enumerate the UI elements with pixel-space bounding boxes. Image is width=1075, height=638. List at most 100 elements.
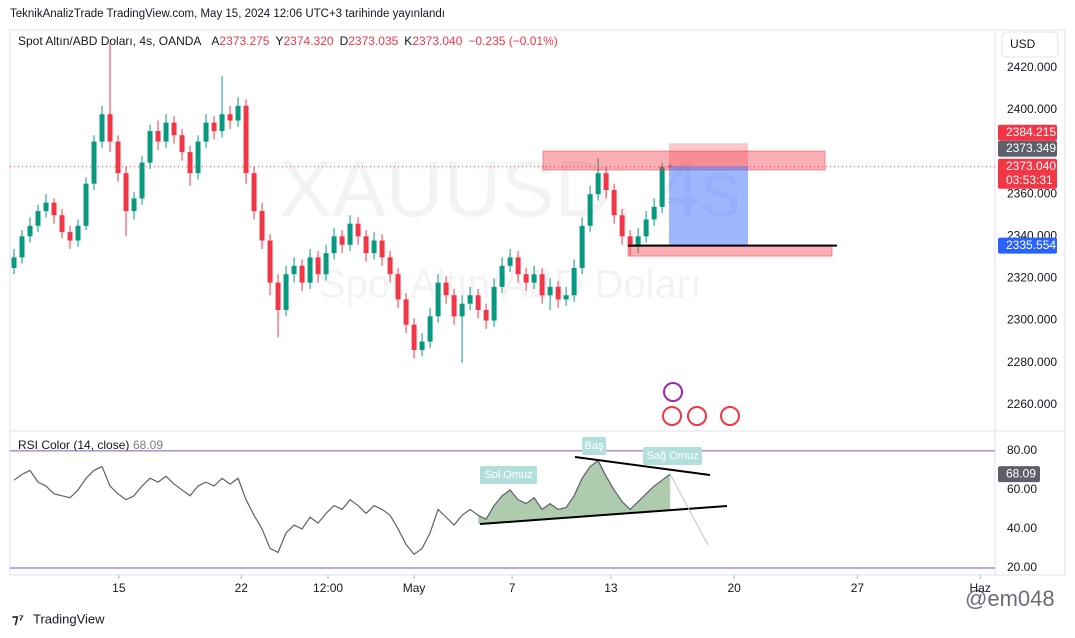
x-tick-label: Haz (970, 581, 991, 595)
price-tag (998, 158, 1057, 189)
countdown: 03:53:31 (1006, 173, 1053, 187)
candle-body (387, 257, 393, 275)
candle-body (163, 122, 169, 142)
rsi-title: RSI Color (14, close) (18, 438, 129, 452)
candle-body (563, 295, 569, 300)
annotation: Baş (585, 440, 604, 452)
x-tick-label: May (403, 581, 426, 595)
event-icon[interactable] (662, 406, 682, 426)
rsi-tick-label: 80.00 (1007, 443, 1037, 457)
ohlc-letter: D (340, 34, 349, 48)
y-tick-label: 2280.000 (1007, 355, 1057, 369)
candle-body (483, 310, 489, 321)
y-tick-label: 2360.000 (1007, 186, 1057, 200)
trend-line (574, 456, 711, 476)
candle-body (651, 206, 657, 220)
neckline (479, 505, 728, 525)
candle-body (299, 265, 305, 283)
event-icon[interactable] (687, 406, 707, 426)
candle-body (395, 274, 401, 300)
candle-body (451, 295, 457, 317)
candle-body (571, 267, 577, 296)
candle-body (555, 286, 561, 300)
event-icon[interactable] (720, 406, 740, 426)
candle-body (427, 316, 433, 342)
candle-body (155, 131, 161, 142)
candle-body (187, 152, 193, 174)
candle-body (251, 173, 257, 212)
candle-body (27, 225, 33, 237)
candle-body (659, 166, 665, 207)
candle-body (635, 236, 641, 247)
logo: TradingView (33, 611, 105, 626)
ohlc-letter: Y (275, 34, 283, 48)
candle-body (11, 257, 17, 268)
x-tick-label: 7 (509, 581, 516, 595)
candle-body (331, 236, 337, 254)
rsi-tag (998, 466, 1040, 483)
annotation: Sol Omuz (484, 469, 532, 481)
candle-body (491, 286, 497, 321)
candle-body (403, 299, 409, 325)
candle-body (507, 257, 513, 266)
candle-body (435, 282, 441, 317)
candle-body (643, 219, 649, 237)
ohlc-value: 2373.275 (219, 34, 269, 48)
ohlc-value: 2373.035 (348, 34, 398, 48)
candle-body (627, 236, 633, 247)
candle-body (139, 162, 145, 199)
currency: USD (1010, 37, 1036, 51)
candle-body (115, 141, 121, 174)
pattern-fill (478, 460, 671, 525)
candle-body (499, 265, 505, 287)
candle-body (219, 114, 225, 132)
candle-body (99, 114, 105, 142)
candle-body (595, 173, 601, 195)
candle-body (75, 225, 81, 241)
legend: Spot Altın/ABD Doları, 4s, OANDA A2373.27… (18, 34, 558, 48)
annotation-box (480, 466, 537, 484)
candle-body (363, 236, 369, 254)
published: TeknikAnalizTrade TradingView.com, May 1… (10, 8, 445, 20)
candle-body (123, 173, 129, 212)
candle-body (195, 141, 201, 174)
ohlc-value: 2374.320 (284, 34, 334, 48)
y-tick-label: 2260.000 (1007, 397, 1057, 411)
rsi-tag-label: 68.09 (1006, 466, 1036, 480)
rsi-line (13, 459, 671, 556)
candle-body (347, 223, 353, 245)
rsi-value: 68.09 (133, 438, 163, 452)
target-area (669, 166, 748, 246)
candle-body (611, 190, 617, 216)
legend-title: Spot Altın/ABD Doları, 4s, OANDA (18, 34, 201, 48)
candle-body (179, 135, 185, 153)
candle-body (475, 295, 481, 310)
candle-body (147, 131, 153, 163)
candle-body (411, 324, 417, 350)
candle-body (307, 257, 313, 283)
ohlc-value: 2373.040 (412, 34, 462, 48)
candle-body (419, 341, 425, 350)
x-tick-label: 20 (727, 581, 741, 595)
candle-body (51, 202, 57, 216)
change: −0.235 (−0.01%) (468, 34, 557, 48)
candle-body (291, 265, 297, 275)
x-tick-label: 13 (604, 581, 618, 595)
candle-body (539, 274, 545, 296)
price-tag-label: 2373.349 (1006, 141, 1056, 155)
candle-body (283, 274, 289, 310)
currency-button[interactable] (1001, 31, 1059, 58)
candle-body (443, 282, 449, 296)
candle-body (67, 232, 73, 241)
candle-body (171, 122, 177, 136)
candle-body (459, 303, 465, 317)
x-tick-label: 15 (112, 581, 126, 595)
x-tick-label: 22 (235, 581, 249, 595)
event-icon[interactable] (663, 382, 683, 402)
candle-body (19, 236, 25, 258)
y-tick-label: 2320.000 (1007, 271, 1057, 285)
zone (542, 150, 826, 171)
candle-body (531, 274, 537, 283)
ohlc-letter: A (211, 34, 219, 48)
